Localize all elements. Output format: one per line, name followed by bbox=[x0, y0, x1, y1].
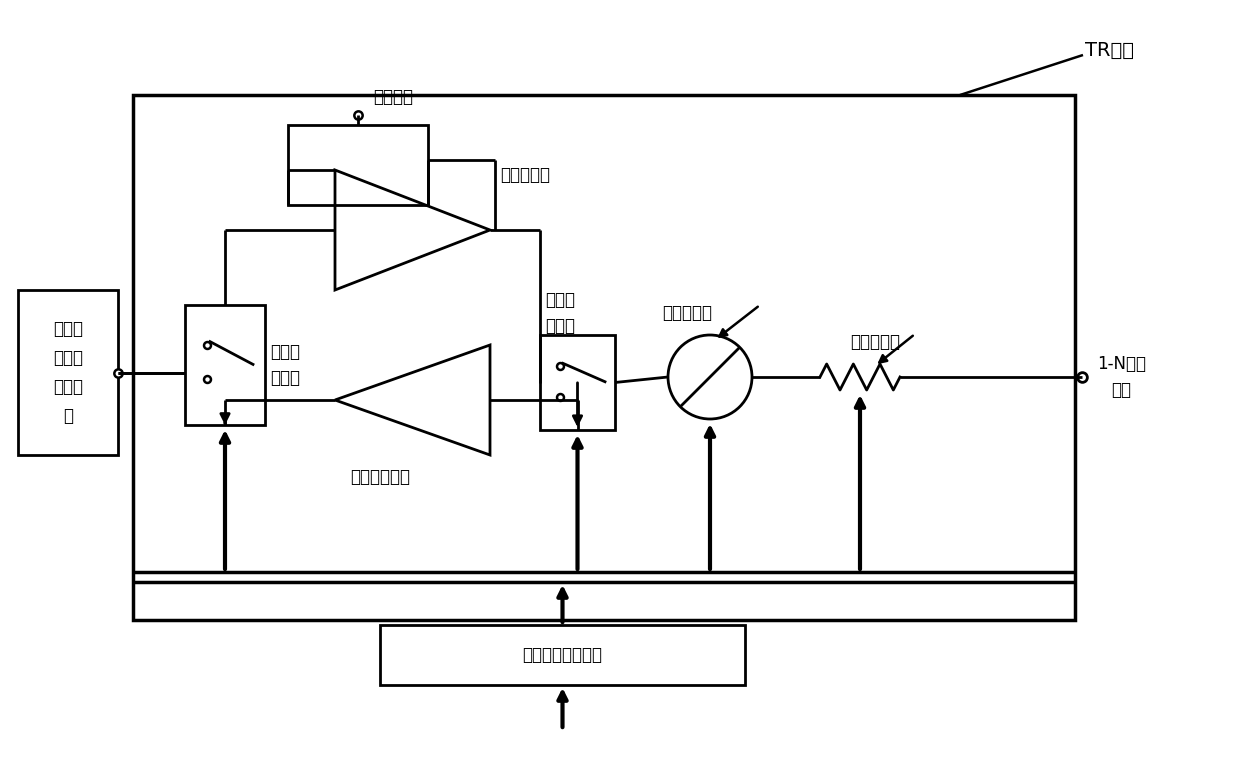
Text: 数控衰减器: 数控衰减器 bbox=[849, 333, 900, 351]
Text: 数控移相器: 数控移相器 bbox=[662, 304, 712, 322]
Text: 功率放大器: 功率放大器 bbox=[500, 166, 551, 184]
Text: 1-N功分
网络: 1-N功分 网络 bbox=[1097, 356, 1146, 399]
Bar bbox=[19, 290, 118, 455]
Bar bbox=[539, 335, 615, 430]
Bar bbox=[185, 305, 265, 425]
Text: 低噪声放大器: 低噪声放大器 bbox=[350, 468, 410, 486]
Text: 毫米波
相控阵
天线阵
列: 毫米波 相控阵 天线阵 列 bbox=[53, 319, 83, 425]
Text: 第二射
频开关: 第二射 频开关 bbox=[546, 292, 575, 335]
Bar bbox=[379, 625, 745, 685]
Bar bbox=[133, 95, 1075, 620]
Text: 电源供电: 电源供电 bbox=[373, 88, 413, 106]
Text: 第一射
频开关: 第一射 频开关 bbox=[270, 343, 300, 386]
Bar bbox=[288, 125, 428, 205]
Text: TR通道: TR通道 bbox=[1085, 41, 1135, 59]
Text: 串并转换控制电路: 串并转换控制电路 bbox=[522, 646, 603, 664]
